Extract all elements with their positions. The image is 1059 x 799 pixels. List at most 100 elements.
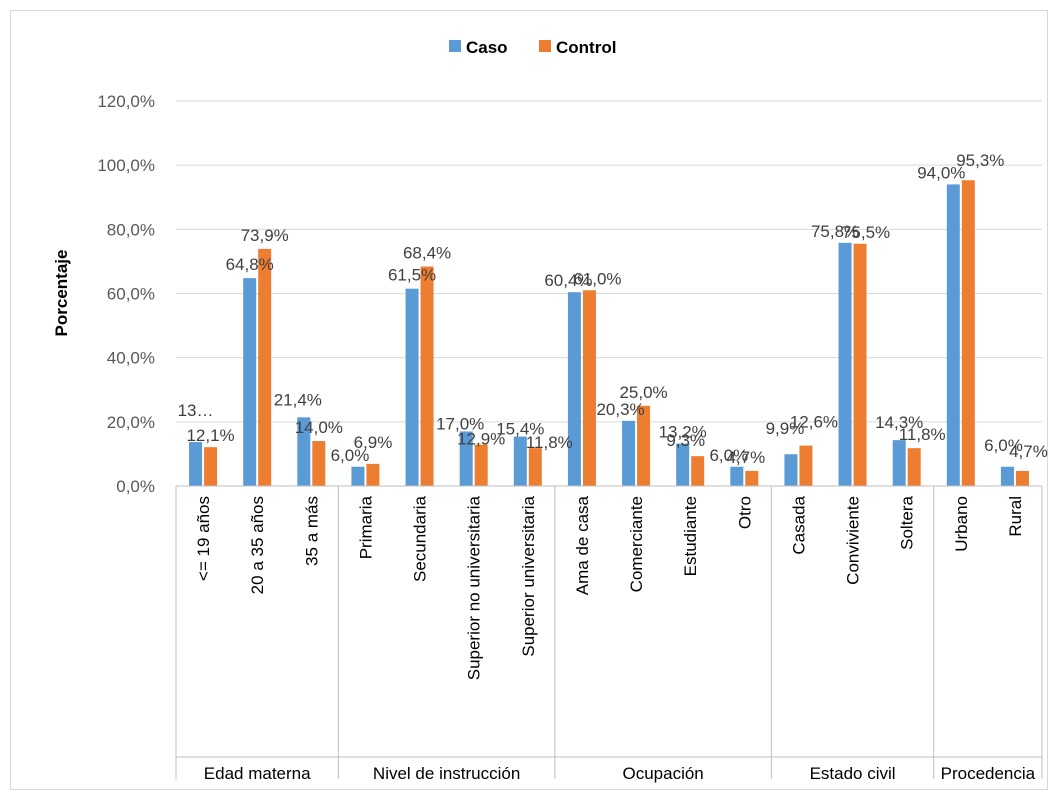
- data-label-control: 11,8%: [899, 425, 946, 444]
- bar-control: [637, 405, 651, 486]
- y-tick-label: 40,0%: [107, 349, 155, 368]
- data-label-control: 61,0%: [573, 269, 621, 288]
- data-label-caso: 6,0%: [709, 446, 748, 465]
- x-category-label: Superior no universitaria: [465, 495, 484, 680]
- data-label-caso: 14,3%: [875, 413, 923, 432]
- x-category-label: Soltera: [898, 495, 917, 549]
- bar-control: [312, 441, 326, 486]
- data-label-caso: 20,3%: [596, 400, 644, 419]
- bar-control: [745, 470, 759, 486]
- gridlines: [176, 100, 1042, 423]
- x-category-label: Superior universitaria: [519, 495, 538, 656]
- y-tick-label: 20,0%: [107, 413, 155, 432]
- x-category-label: Ama de casa: [573, 495, 592, 595]
- bar-control: [582, 290, 596, 486]
- bars: [189, 180, 1029, 486]
- data-label-caso: 64,8%: [226, 255, 274, 274]
- bar-caso: [946, 184, 960, 486]
- data-label-control: 95,3%: [956, 151, 1004, 170]
- bar-caso: [243, 278, 257, 486]
- x-category-label: Estudiante: [681, 496, 700, 576]
- data-label-caso: 6,0%: [331, 446, 370, 465]
- y-tick-label: 0,0%: [116, 477, 155, 496]
- bar-caso: [189, 442, 203, 486]
- y-tick-label: 100,0%: [97, 156, 155, 175]
- bar-control: [420, 266, 434, 486]
- legend-swatch-control: [539, 40, 551, 52]
- data-label-control: 12,1%: [186, 426, 234, 445]
- data-label-control: 14,0%: [295, 418, 343, 437]
- x-category-label: <= 19 años: [194, 496, 213, 581]
- bar-control: [528, 448, 542, 486]
- data-label-caso: 75,8%: [811, 222, 859, 241]
- group-label: Procedencia: [941, 764, 1036, 783]
- x-axis: <= 19 años 20 a 35 años 35 a más Primaria Se…: [175, 485, 1043, 783]
- bar-control: [204, 447, 218, 486]
- group-label: Edad materna: [204, 764, 311, 783]
- data-label-caso: 15,4%: [496, 420, 544, 439]
- data-label-control: 4,7%: [726, 448, 765, 467]
- chart-frame: [10, 10, 1048, 790]
- bar-control: [474, 444, 488, 486]
- data-label-control: 25,0%: [619, 383, 667, 402]
- data-label-control: 6,9%: [354, 433, 393, 452]
- data-label-caso: 13…: [178, 401, 214, 420]
- bar-caso: [730, 466, 744, 486]
- legend-label-control: Control: [556, 38, 616, 57]
- bar-caso: [838, 242, 852, 486]
- y-tick-label: 120,0%: [97, 92, 155, 111]
- bar-control: [1015, 470, 1029, 486]
- bar-caso: [459, 431, 473, 486]
- bar-caso: [784, 454, 798, 486]
- bar-control: [691, 456, 705, 486]
- y-axis: 0,0% 20,0% 40,0% 60,0% 80,0% 100,0% 120,0%: [97, 92, 155, 496]
- legend: Caso Control: [449, 38, 616, 57]
- data-label-control: 73,9%: [241, 226, 289, 245]
- data-label-control: 9,3%: [666, 431, 705, 450]
- data-label-caso: 9,9%: [766, 419, 805, 438]
- group-label: Ocupación: [622, 764, 703, 783]
- data-label-control: 12,9%: [457, 430, 505, 449]
- x-category-label: 35 a más: [302, 496, 321, 566]
- x-category-label: 20 a 35 años: [248, 496, 267, 594]
- x-category-label: Urbano: [952, 496, 971, 552]
- bar-caso: [567, 292, 581, 486]
- x-category-label: Primaria: [356, 495, 375, 559]
- bar-control: [853, 243, 867, 486]
- bar-control: [961, 180, 975, 486]
- data-label-caso: 17,0%: [436, 414, 484, 433]
- data-label-control: 75,5%: [842, 223, 890, 242]
- bar-caso: [297, 417, 311, 486]
- x-category-label: Conviviente: [844, 496, 863, 585]
- bar-control: [907, 448, 921, 486]
- legend-swatch-caso: [449, 40, 461, 52]
- bar-caso: [622, 420, 636, 486]
- data-label-control: 12,6%: [790, 413, 838, 432]
- x-category-label: Casada: [789, 495, 808, 554]
- data-label-caso: 21,4%: [274, 390, 322, 409]
- data-label-caso: 60,4%: [544, 271, 592, 290]
- legend-label-caso: Caso: [466, 38, 508, 57]
- data-label-control: 11,8%: [526, 433, 573, 452]
- bar-control: [366, 463, 380, 486]
- bar-control: [258, 248, 272, 486]
- data-label-control: 4,7%: [1009, 442, 1048, 461]
- y-tick-label: 60,0%: [107, 285, 155, 304]
- bar-caso: [351, 466, 365, 486]
- data-label-caso: 61,5%: [388, 266, 436, 285]
- bar-control: [799, 445, 813, 486]
- x-category-label: Otro: [735, 496, 754, 529]
- bar-caso: [1000, 466, 1014, 486]
- group-label: Estado civil: [810, 764, 896, 783]
- x-category-label: Rural: [1006, 496, 1025, 537]
- x-category-label: Secundaria: [411, 495, 430, 582]
- data-label-caso: 13,2%: [659, 423, 707, 442]
- group-label: Nivel de instrucción: [373, 764, 520, 783]
- y-tick-label: 80,0%: [107, 220, 155, 239]
- data-label-control: 68,4%: [403, 244, 451, 263]
- data-label-caso: 94,0%: [917, 163, 965, 182]
- bar-caso: [676, 443, 690, 486]
- data-label-caso: 6,0%: [984, 436, 1023, 455]
- x-category-label: Comerciante: [627, 496, 646, 592]
